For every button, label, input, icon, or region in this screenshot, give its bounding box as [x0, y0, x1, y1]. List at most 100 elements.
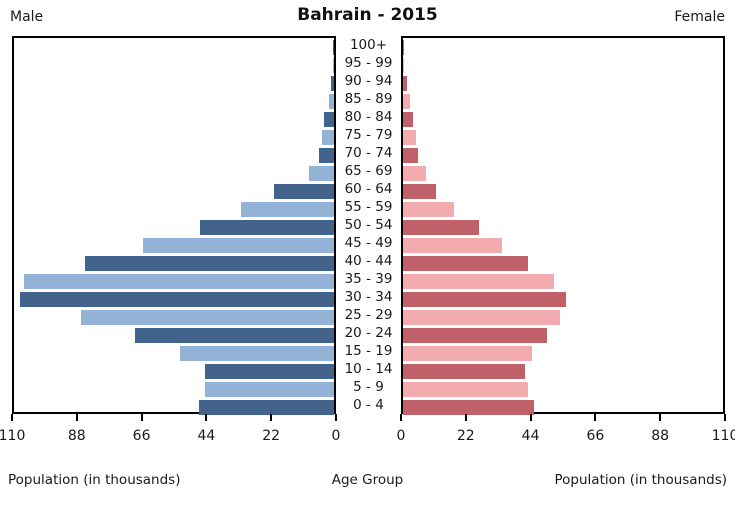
female-bars-panel [401, 36, 725, 416]
female-side-label: Female [674, 9, 725, 25]
age-group-label-0-4: 0 - 4 [353, 397, 384, 413]
bar-female-85-89 [403, 93, 410, 109]
female-tick-44 [529, 414, 532, 421]
bar-female-75-79 [403, 129, 416, 145]
male-tick-label-110: 110 [0, 428, 26, 444]
male-row-85-89 [14, 92, 334, 110]
bar-female-5-9 [403, 381, 529, 397]
female-tick-66 [594, 414, 597, 421]
bar-female-100+ [403, 39, 404, 55]
bar-male-75-79 [322, 129, 334, 145]
male-row-50-54 [14, 218, 334, 236]
female-row-45-49 [403, 236, 723, 254]
female-tick-label-0: 0 [396, 428, 406, 444]
age-group-label-80-84: 80 - 84 [344, 109, 393, 125]
bar-female-25-29 [403, 309, 561, 325]
female-tick-110 [724, 414, 726, 421]
female-axis-tick-labels: 0 22 44 66 88 110 [397, 428, 735, 446]
female-row-10-14 [403, 362, 723, 380]
bar-male-85-89 [328, 93, 334, 109]
male-tick-label-88: 88 [67, 428, 86, 444]
female-row-50-54 [403, 218, 723, 236]
age-group-label-55-59: 55 - 59 [344, 199, 393, 215]
male-row-40-44 [14, 254, 334, 272]
male-row-35-39 [14, 272, 334, 290]
male-tick-110 [11, 414, 13, 421]
bar-female-15-19 [403, 345, 533, 361]
age-group-label-90-94: 90 - 94 [344, 73, 393, 89]
bar-male-65-69 [309, 165, 334, 181]
age-group-label-20-24: 20 - 24 [344, 325, 393, 341]
female-row-40-44 [403, 254, 723, 272]
male-row-60-64 [14, 182, 334, 200]
age-group-label-65-69: 65 - 69 [344, 163, 393, 179]
bar-male-35-39 [24, 273, 334, 289]
female-row-0-4 [403, 398, 723, 416]
bar-female-45-49 [403, 237, 502, 253]
female-row-35-39 [403, 272, 723, 290]
bar-male-50-54 [200, 219, 334, 235]
male-row-25-29 [14, 308, 334, 326]
age-group-label-100+: 100+ [349, 37, 388, 53]
female-row-95-99 [403, 56, 723, 74]
female-tick-label-110: 110 [711, 428, 735, 444]
bar-male-95-99 [332, 57, 334, 73]
female-row-70-74 [403, 146, 723, 164]
female-row-85-89 [403, 92, 723, 110]
male-tick-0 [335, 414, 337, 421]
male-tick-22 [270, 414, 273, 421]
male-row-70-74 [14, 146, 334, 164]
female-tick-label-44: 44 [521, 428, 540, 444]
bar-female-60-64 [403, 183, 437, 199]
bar-female-30-34 [403, 291, 566, 307]
bar-male-70-74 [318, 147, 334, 163]
female-row-80-84 [403, 110, 723, 128]
age-group-label-15-19: 15 - 19 [344, 343, 393, 359]
age-group-label-85-89: 85 - 89 [344, 91, 393, 107]
male-tick-label-66: 66 [132, 428, 151, 444]
male-bars-panel [12, 36, 336, 416]
male-row-80-84 [14, 110, 334, 128]
female-row-90-94 [403, 74, 723, 92]
male-row-10-14 [14, 362, 334, 380]
female-row-5-9 [403, 380, 723, 398]
male-axis-tick-labels: 110 88 66 44 22 0 [0, 428, 340, 446]
bar-female-80-84 [403, 111, 413, 127]
male-tick-66 [140, 414, 143, 421]
bar-female-65-69 [403, 165, 427, 181]
female-axis-title: Population (in thousands) [554, 472, 727, 488]
male-row-30-34 [14, 290, 334, 308]
age-group-label-40-44: 40 - 44 [344, 253, 393, 269]
age-group-label-70-74: 70 - 74 [344, 145, 393, 161]
age-group-labels-column: 100+ 95 - 99 90 - 94 85 - 89 80 - 84 75 - 79 7… [336, 36, 401, 414]
bar-female-70-74 [403, 147, 418, 163]
male-tick-label-0: 0 [331, 428, 341, 444]
bar-male-25-29 [80, 309, 334, 325]
bar-male-10-14 [204, 363, 334, 379]
age-group-label-75-79: 75 - 79 [344, 127, 393, 143]
male-row-55-59 [14, 200, 334, 218]
male-tick-44 [205, 414, 208, 421]
bar-male-80-84 [324, 111, 334, 127]
bar-female-35-39 [403, 273, 555, 289]
bar-male-20-24 [134, 327, 334, 343]
bar-male-100+ [333, 39, 334, 55]
chart-title: Bahrain - 2015 [297, 5, 438, 25]
age-group-label-10-14: 10 - 14 [344, 361, 393, 377]
female-row-75-79 [403, 128, 723, 146]
male-tick-88 [75, 414, 78, 421]
male-row-0-4 [14, 398, 334, 416]
male-axis-ticks [11, 414, 337, 422]
female-row-20-24 [403, 326, 723, 344]
male-row-100+ [14, 38, 334, 56]
male-row-75-79 [14, 128, 334, 146]
male-row-90-94 [14, 74, 334, 92]
male-row-20-24 [14, 326, 334, 344]
male-row-95-99 [14, 56, 334, 74]
age-group-label-5-9: 5 - 9 [353, 379, 384, 395]
bar-male-15-19 [179, 345, 334, 361]
male-row-45-49 [14, 236, 334, 254]
bar-male-55-59 [240, 201, 334, 217]
female-row-100+ [403, 38, 723, 56]
